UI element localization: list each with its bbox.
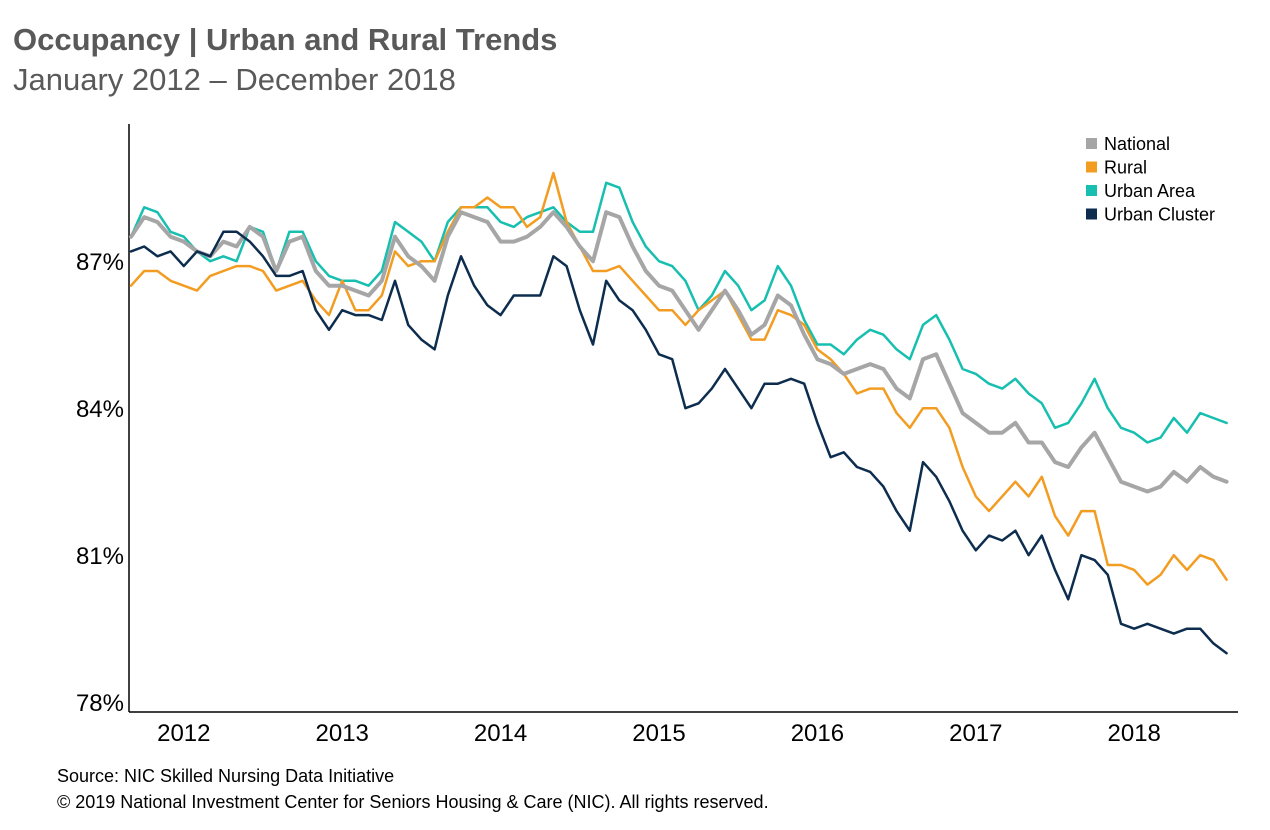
series-line-urban-area [129, 181, 1228, 444]
legend-swatch [1086, 161, 1097, 173]
series-line-rural [129, 171, 1228, 586]
chart-subtitle: January 2012 – December 2018 [13, 62, 456, 97]
y-tick-label: 78% [76, 690, 124, 717]
y-tick-label: 81% [76, 543, 124, 570]
x-tick-label: 2013 [316, 720, 369, 747]
line-chart: 87%84%81%78% 2012 2013 2014 2015 2016 2017 201… [76, 124, 1238, 747]
series-lines [129, 171, 1229, 655]
series-line-national [129, 210, 1229, 494]
legend-label: National [1104, 134, 1170, 154]
y-tick-label: 87% [76, 249, 124, 276]
x-tick-label: 2016 [791, 720, 844, 747]
chart-title: Occupancy | Urban and Rural Trends [13, 22, 558, 57]
x-tick-label: 2012 [157, 720, 210, 747]
legend-label: Rural [1104, 158, 1147, 178]
y-tick-label: 84% [76, 396, 124, 423]
legend-swatch [1086, 208, 1097, 220]
y-tick-labels: 87% 84% 81% 78% [76, 249, 124, 717]
legend-swatch [1086, 138, 1097, 149]
legend: National Rural Urban Area Urban Cluster [1086, 134, 1215, 225]
x-tick-labels: 2012 2013 2014 2015 2016 2017 2018 [157, 720, 1161, 747]
series-line-urban-cluster [129, 230, 1228, 655]
x-tick-label: 2017 [949, 720, 1002, 747]
x-tick-label: 2015 [632, 720, 685, 747]
legend-label: Urban Cluster [1104, 205, 1215, 225]
legend-swatch [1086, 185, 1097, 196]
source-note: Source: NIC Skilled Nursing Data Initiat… [57, 766, 395, 786]
legend-label: Urban Area [1104, 181, 1196, 201]
x-tick-label: 2018 [1108, 720, 1161, 747]
x-tick-label: 2014 [474, 720, 527, 747]
copyright-note: © 2019 National Investment Center for Se… [57, 792, 769, 812]
